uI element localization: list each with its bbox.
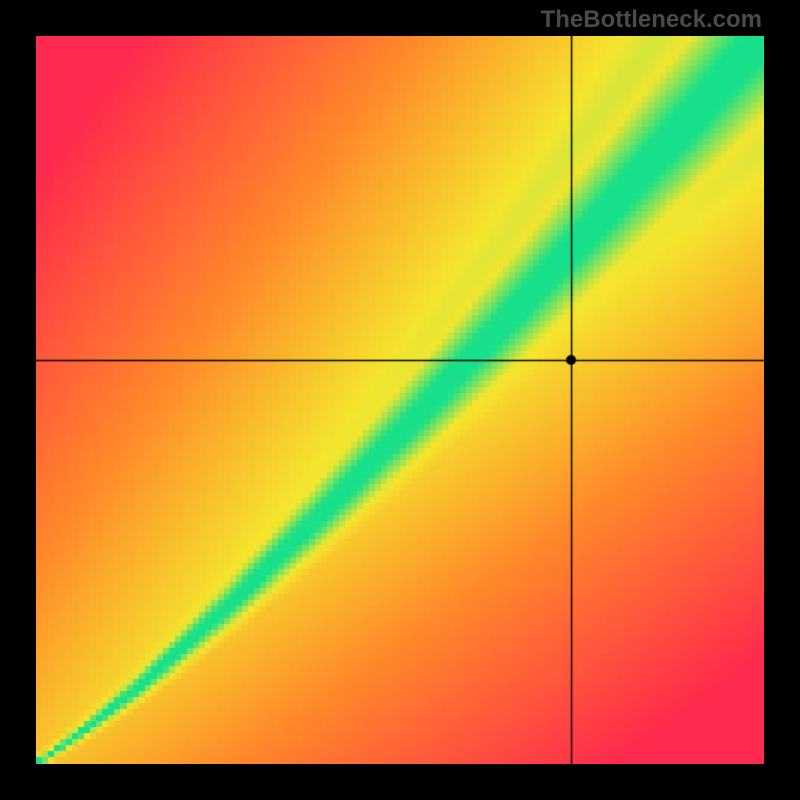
bottleneck-heatmap xyxy=(36,36,764,764)
watermark-text: TheBottleneck.com xyxy=(541,6,762,34)
